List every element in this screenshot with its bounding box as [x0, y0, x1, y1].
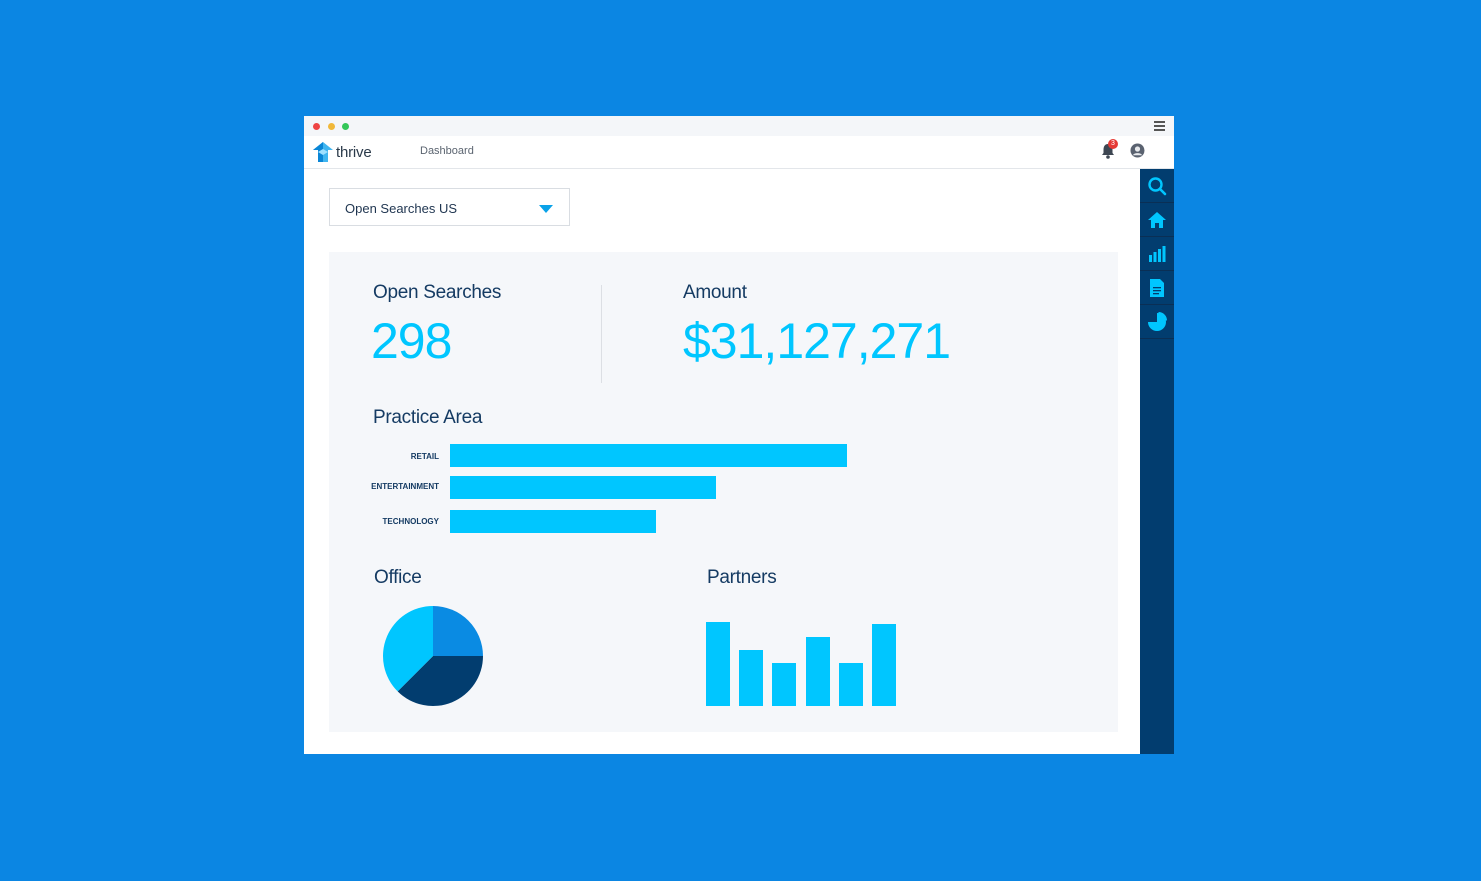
app-header: thrive Dashboard 3: [304, 136, 1174, 169]
search-icon: [1148, 176, 1167, 195]
sidebar-reports[interactable]: [1140, 237, 1174, 271]
thrive-logo-icon: [313, 142, 333, 162]
office-title: Office: [374, 567, 422, 588]
title-bar: [304, 116, 1174, 136]
nav-dashboard[interactable]: Dashboard: [420, 145, 474, 157]
app-window: thrive Dashboard 3: [304, 116, 1174, 754]
amount-value: $31,127,271: [683, 313, 951, 369]
practice-area-bar-label: RETAIL: [410, 452, 439, 461]
partners-bar: [839, 663, 863, 706]
sidebar-documents[interactable]: [1140, 271, 1174, 305]
partners-bar: [739, 650, 763, 706]
dropdown-selected-value: Open Searches US: [345, 201, 458, 216]
partners-bar: [772, 663, 796, 706]
office-pie-chart: [383, 606, 483, 706]
sidebar-analytics[interactable]: [1140, 305, 1174, 339]
right-sidebar: [1140, 169, 1174, 754]
menu-icon[interactable]: [1154, 121, 1165, 133]
sidebar-search[interactable]: [1140, 169, 1174, 203]
stat-divider: [601, 285, 602, 383]
minimize-window-button[interactable]: [328, 123, 335, 130]
practice-area-bar: [450, 444, 847, 467]
search-filter-dropdown[interactable]: Open Searches US: [329, 188, 570, 226]
notification-badge: 3: [1108, 139, 1118, 149]
user-avatar-icon[interactable]: [1130, 143, 1145, 158]
open-searches-value: 298: [371, 313, 452, 369]
open-searches-label: Open Searches: [373, 282, 502, 303]
app-logo[interactable]: thrive: [312, 141, 372, 163]
close-window-button[interactable]: [313, 123, 320, 130]
office-pie-slice: [397, 656, 483, 706]
app-name: thrive: [336, 143, 372, 161]
practice-area-bar-label: TECHNOLOGY: [382, 517, 439, 526]
amount-label: Amount: [683, 282, 747, 303]
partners-bar: [806, 637, 830, 706]
sidebar-home[interactable]: [1140, 203, 1174, 237]
chevron-down-icon: [539, 205, 553, 213]
pie-chart-icon: [1148, 311, 1167, 331]
practice-area-bar: [450, 476, 716, 499]
partners-bar: [706, 622, 730, 706]
document-icon: [1150, 278, 1164, 297]
practice-area-bar-label: ENTERTAINMENT: [371, 482, 439, 491]
practice-area-title: Practice Area: [373, 407, 483, 428]
partners-bar: [872, 624, 896, 706]
home-icon: [1148, 211, 1166, 228]
maximize-window-button[interactable]: [342, 123, 349, 130]
bar-chart-icon: [1149, 245, 1166, 262]
practice-area-bar: [450, 510, 656, 533]
partners-title: Partners: [707, 567, 777, 588]
office-pie-slice: [433, 606, 483, 656]
office-pie-slice: [383, 606, 433, 692]
dashboard-panel: Open Searches 298 Amount $31,127,271 Pra…: [329, 252, 1118, 732]
